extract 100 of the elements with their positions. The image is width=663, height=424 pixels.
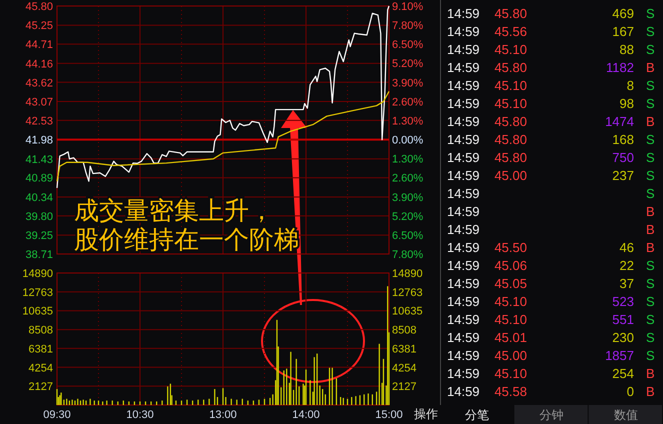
text: 45.80 — [494, 132, 527, 147]
x-tick-label: 13:00 — [209, 409, 237, 421]
x-tick-label: 10:30 — [126, 409, 154, 421]
text: 1857 — [605, 348, 634, 363]
line-series — [56, 5, 390, 188]
y2-tick-label: 1.30% — [392, 115, 424, 128]
text: S — [646, 24, 655, 39]
y2-tick-label: 5.20% — [392, 210, 424, 223]
text: 168 — [612, 132, 634, 147]
text: 14:59 — [447, 294, 480, 309]
text: 45.80 — [494, 150, 527, 165]
y-tick-label: 44.16 — [25, 58, 53, 70]
y2-tick-label: 6381 — [392, 343, 416, 356]
text: 14:59 — [447, 6, 480, 21]
y2-tick-label: 1.30% — [392, 154, 424, 166]
text: S — [646, 132, 655, 147]
text: 45.00 — [494, 348, 527, 363]
text: 46 — [620, 240, 634, 255]
text: B — [646, 384, 655, 399]
text: 45.10 — [494, 312, 527, 327]
text: 37 — [620, 276, 634, 291]
y2-tick-label: 6.50% — [392, 39, 424, 52]
text: 数值 — [614, 408, 638, 422]
text: S — [646, 96, 655, 111]
y2-tick-label: 7.80% — [392, 20, 424, 32]
y-tick-label: 14890 — [22, 268, 53, 280]
x-tick-label: 14:00 — [292, 409, 320, 421]
y-tick-label: 4254 — [28, 362, 53, 374]
text: 45.01 — [494, 330, 527, 345]
y-tick-label: 45.25 — [25, 20, 53, 32]
text: B — [646, 366, 655, 381]
text: S — [646, 330, 655, 345]
text: 750 — [612, 150, 634, 165]
text: 14:59 — [447, 168, 480, 183]
text: 14:59 — [447, 384, 480, 399]
text: B — [646, 240, 655, 255]
y2-tick-label: 2127 — [392, 381, 416, 394]
text: 45.10 — [494, 366, 527, 381]
text: 14:59 — [447, 240, 480, 255]
text: 14:59 — [447, 348, 480, 363]
text: 45.05 — [494, 276, 527, 291]
y2-tick-label: 3.90% — [392, 192, 424, 204]
y2-tick-label: 12763 — [392, 286, 423, 299]
text: 分笔 — [465, 408, 490, 422]
text: 523 — [612, 294, 634, 309]
text: 45.58 — [494, 384, 527, 399]
text: S — [646, 294, 655, 309]
y-tick-label: 39.80 — [25, 210, 53, 223]
text: 14:59 — [447, 186, 480, 201]
text: 1474 — [605, 114, 634, 129]
y2-tick-label: 9.10% — [392, 1, 424, 13]
y2-tick-label: 6.50% — [392, 230, 424, 242]
text: S — [646, 6, 655, 21]
y-tick-label: 12763 — [22, 286, 53, 299]
text: 14:59 — [447, 366, 480, 381]
text: S — [646, 258, 655, 273]
x-tick-label: 15:00 — [375, 409, 403, 421]
y-tick-label: 43.62 — [25, 77, 53, 90]
x-tick-label: 09:30 — [43, 409, 71, 421]
y2-tick-label: 2.60% — [392, 172, 424, 185]
text: 45.00 — [494, 168, 527, 183]
text: 551 — [612, 312, 634, 327]
text: 45.50 — [494, 240, 527, 255]
y-tick-label: 10635 — [22, 306, 53, 318]
text: S — [646, 186, 655, 201]
y2-tick-label: 10635 — [392, 306, 423, 318]
text: 45.80 — [494, 6, 527, 21]
text: 167 — [612, 24, 634, 39]
text: S — [646, 276, 655, 291]
text: 45.80 — [494, 60, 527, 75]
text: 14:59 — [447, 150, 480, 165]
line-series — [56, 90, 390, 182]
text: S — [646, 348, 655, 363]
y2-tick-label: 7.80% — [392, 249, 424, 261]
text: 469 — [612, 6, 634, 21]
y-tick-label: 44.71 — [25, 39, 53, 52]
text: 14:59 — [447, 96, 480, 111]
text: 45.10 — [494, 78, 527, 93]
text: 45.10 — [494, 96, 527, 111]
text: 14:59 — [447, 276, 480, 291]
y2-tick-label: 0.00% — [392, 134, 424, 147]
y-tick-label: 43.07 — [25, 96, 53, 108]
text: 45.06 — [494, 258, 527, 273]
y2-tick-label: 5.20% — [392, 58, 424, 70]
y2-tick-label: 14890 — [392, 268, 423, 280]
y2-tick-label: 3.90% — [392, 77, 424, 90]
y2-tick-label: 8508 — [392, 324, 416, 337]
text: 98 — [620, 96, 634, 111]
y-tick-label: 38.71 — [25, 249, 53, 261]
y-tick-label: 41.43 — [25, 154, 53, 166]
text: S — [646, 42, 655, 57]
text: S — [646, 312, 655, 327]
y-tick-label: 2127 — [28, 381, 53, 394]
text: 45.10 — [494, 294, 527, 309]
text: 操作 — [414, 407, 438, 421]
text: B — [646, 60, 655, 75]
text: 1182 — [606, 60, 634, 75]
y-tick-label: 6381 — [28, 343, 53, 356]
text: 14:59 — [447, 222, 480, 237]
text: 14:59 — [447, 312, 480, 327]
